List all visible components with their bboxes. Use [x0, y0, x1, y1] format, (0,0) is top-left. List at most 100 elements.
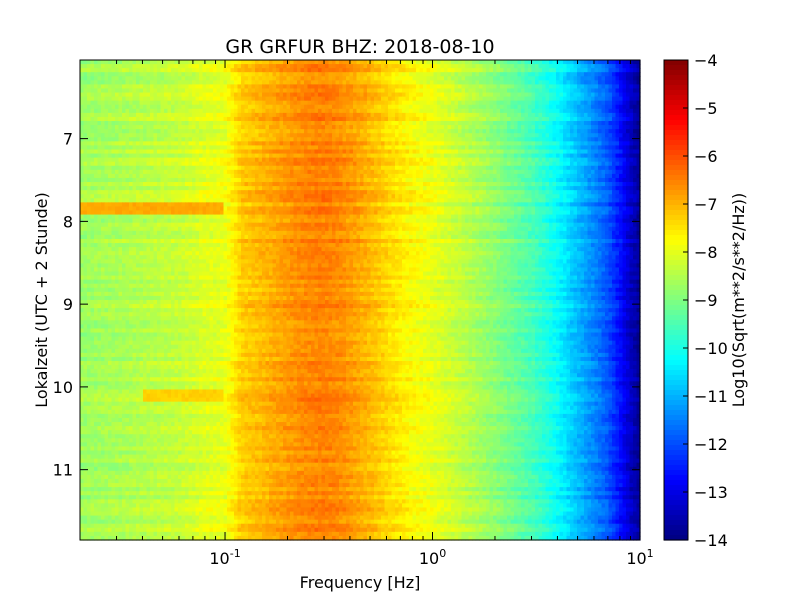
heatmap-cell: [507, 149, 512, 155]
heatmap-cell: [409, 108, 414, 114]
heatmap-cell: [286, 165, 291, 171]
heatmap-cell: [314, 182, 319, 187]
heatmap-cell: [220, 72, 225, 77]
heatmap-cell: [174, 92, 179, 98]
heatmap-cell: [178, 60, 183, 65]
heatmap-cell: [381, 68, 386, 73]
heatmap-cell: [97, 149, 102, 155]
heatmap-cell: [468, 68, 473, 73]
heatmap-cell: [591, 173, 596, 179]
heatmap-cell: [601, 84, 606, 90]
heatmap-cell: [559, 88, 564, 94]
heatmap-cell: [454, 182, 459, 187]
heatmap-cell: [633, 133, 638, 138]
heatmap-cell: [521, 60, 526, 65]
heatmap-cell: [479, 157, 484, 163]
heatmap-cell: [146, 112, 151, 118]
heatmap-cell: [146, 173, 151, 179]
heatmap-cell: [118, 149, 123, 155]
heatmap-cell: [227, 100, 232, 106]
heatmap-cell: [286, 72, 291, 77]
heatmap-cell: [304, 76, 309, 81]
heatmap-cell: [496, 100, 501, 106]
heatmap-cell: [419, 68, 424, 73]
heatmap-cell: [563, 161, 568, 167]
heatmap-cell: [566, 60, 571, 65]
heatmap-cell: [440, 182, 445, 187]
heatmap-cell: [510, 169, 515, 175]
heatmap-cell: [311, 137, 316, 142]
heatmap-cell: [535, 92, 540, 98]
heatmap-cell: [227, 182, 232, 187]
heatmap-cell: [132, 177, 137, 183]
heatmap-cell: [374, 64, 379, 69]
heatmap-cell: [370, 68, 375, 73]
heatmap-cell: [97, 173, 102, 179]
heatmap-cell: [384, 72, 389, 77]
heatmap-cell: [321, 125, 326, 130]
heatmap-cell: [563, 129, 568, 134]
heatmap-cell: [248, 129, 253, 134]
heatmap-cell: [293, 92, 298, 98]
heatmap-cell: [419, 100, 424, 106]
heatmap-cell: [412, 112, 417, 118]
heatmap-cell: [608, 64, 613, 69]
heatmap-cell: [251, 125, 256, 130]
heatmap-cell: [90, 173, 95, 179]
heatmap-cell: [129, 68, 134, 73]
heatmap-cell: [118, 161, 123, 167]
heatmap-cell: [234, 125, 239, 130]
heatmap-cell: [521, 153, 526, 159]
heatmap-cell: [283, 157, 288, 163]
heatmap-cell: [94, 129, 99, 134]
heatmap-cell: [626, 121, 631, 126]
heatmap-cell: [339, 157, 344, 163]
heatmap-cell: [465, 116, 470, 122]
heatmap-cell: [381, 125, 386, 130]
heatmap-cell: [454, 165, 459, 171]
heatmap-cell: [325, 88, 330, 94]
heatmap-cell: [465, 100, 470, 106]
heatmap-cell: [94, 116, 99, 122]
heatmap-cell: [108, 96, 113, 102]
heatmap-cell: [174, 161, 179, 167]
heatmap-cell: [286, 145, 291, 151]
heatmap-cell: [111, 121, 116, 126]
heatmap-cell: [321, 64, 326, 69]
heatmap-cell: [608, 182, 613, 187]
heatmap-cell: [321, 133, 326, 138]
heatmap-cell: [90, 121, 95, 126]
heatmap-cell: [307, 137, 312, 142]
heatmap-cell: [367, 92, 372, 98]
heatmap-cell: [489, 108, 494, 114]
heatmap-cell: [570, 165, 575, 171]
heatmap-cell: [206, 173, 211, 179]
heatmap-cell: [125, 165, 130, 171]
heatmap-cell: [577, 108, 582, 114]
heatmap-cell: [286, 84, 291, 90]
heatmap-cell: [503, 153, 508, 159]
heatmap-cell: [521, 145, 526, 151]
heatmap-cell: [552, 137, 557, 142]
heatmap-cell: [255, 80, 260, 86]
heatmap-cell: [517, 129, 522, 134]
heatmap-cell: [556, 161, 561, 167]
heatmap-cell: [433, 80, 438, 86]
heatmap-cell: [265, 68, 270, 73]
heatmap-cell: [87, 145, 92, 151]
heatmap-cell: [517, 72, 522, 77]
heatmap-cell: [108, 141, 113, 147]
heatmap-cell: [185, 165, 190, 171]
heatmap-cell: [475, 173, 480, 179]
heatmap-cell: [475, 108, 480, 114]
heatmap-cell: [223, 173, 228, 179]
heatmap-cell: [549, 80, 554, 86]
heatmap-cell: [570, 161, 575, 167]
heatmap-cell: [230, 145, 235, 151]
heatmap-cell: [591, 137, 596, 142]
heatmap-cell: [587, 104, 592, 110]
heatmap-cell: [496, 145, 501, 151]
heatmap-cell: [531, 88, 536, 94]
heatmap-cell: [444, 165, 449, 171]
heatmap-cell: [612, 161, 617, 167]
